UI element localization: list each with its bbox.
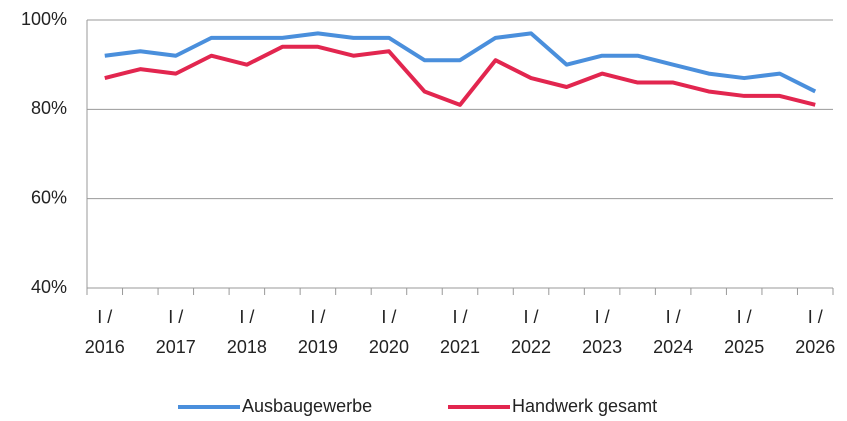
x-tick-label: I / 2024 (653, 307, 694, 357)
x-tick-label: I / 2026 (795, 307, 836, 357)
x-tick-label: I / 2021 (439, 307, 481, 357)
x-tick-label: I / 2017 (155, 307, 196, 357)
x-tick-label: I / 2023 (582, 307, 623, 357)
x-tick-label: I / 2019 (297, 307, 338, 357)
x-tick-label: I / 2018 (226, 307, 267, 357)
x-tick-label: I / 2025 (724, 307, 765, 357)
x-tick-label: I / 2016 (84, 307, 125, 357)
x-tick-label: I / 2022 (511, 307, 552, 357)
y-tick-label: 60% (31, 187, 67, 207)
line-series (104, 31, 817, 94)
y-tick-label: 40% (31, 277, 67, 297)
legend-label: Ausbaugewerbe (242, 396, 372, 416)
line-series (104, 44, 816, 107)
y-tick-label: 100% (21, 9, 67, 29)
x-tick-label: I / 2020 (368, 307, 409, 357)
y-tick-label: 80% (31, 98, 67, 118)
legend-label: Handwerk gesamt (512, 396, 657, 416)
